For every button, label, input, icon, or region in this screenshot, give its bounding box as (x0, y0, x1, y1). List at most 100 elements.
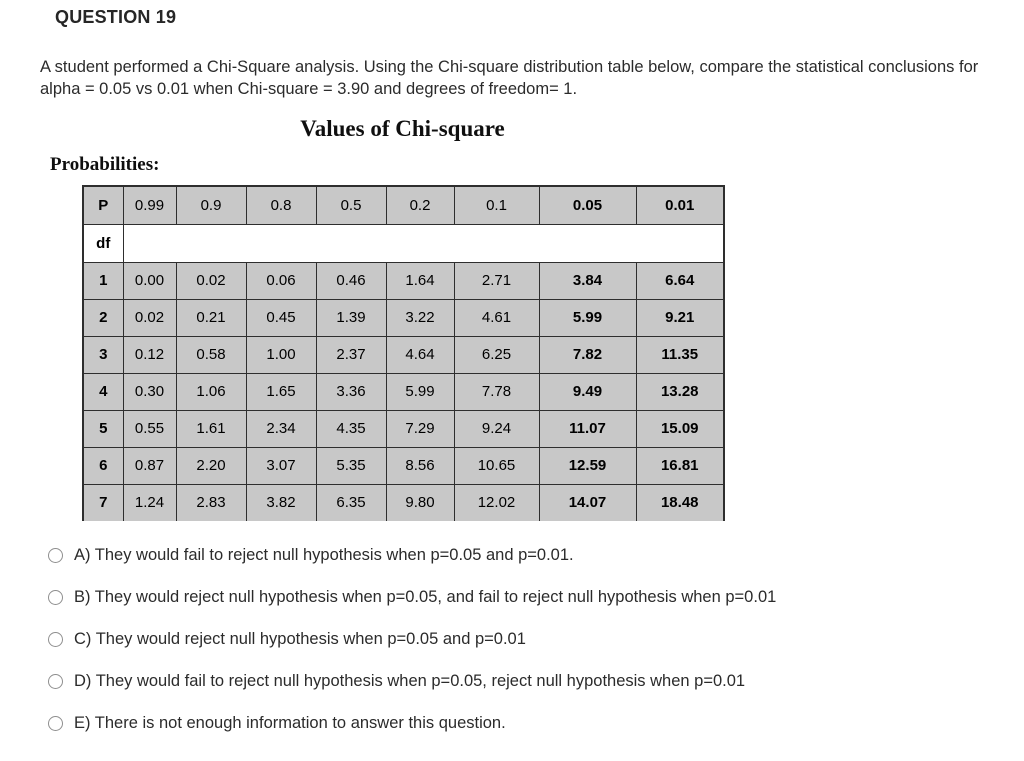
chi-value-cell: 1.39 (315, 298, 387, 337)
question-header: QUESTION 19 (55, 7, 177, 27)
chi-value-cell: 6.25 (453, 335, 540, 374)
option-e-label: E) There is not enough information to an… (74, 713, 506, 732)
answer-option-e: E) There is not enough information to an… (48, 714, 1024, 732)
chi-value-cell: 9.24 (453, 409, 540, 448)
chi-value-cell: 15.09 (635, 409, 725, 448)
df-value-cell: 5 (82, 409, 124, 448)
probability-header-cell: 0.01 (635, 185, 725, 225)
option-a-radio[interactable] (48, 547, 63, 563)
probability-header-cell: 0.9 (175, 185, 247, 225)
chi-value-cell: 12.02 (453, 483, 540, 521)
chi-value-cell: 3.22 (385, 298, 455, 337)
table-row: 4 0.30 1.06 1.65 3.36 5.99 7.78 9.49 13.28 (82, 372, 725, 411)
df-value-cell: 1 (82, 261, 124, 300)
answer-option-d: D) They would fail to reject null hypoth… (48, 672, 1024, 690)
df-empty-cell (122, 223, 725, 263)
chi-value-cell: 1.24 (122, 483, 177, 521)
chi-value-cell: 0.58 (175, 335, 247, 374)
chi-value-cell: 0.12 (122, 335, 177, 374)
probability-header-cell: 0.2 (385, 185, 455, 225)
df-value-cell: 2 (82, 298, 124, 337)
chi-value-cell: 8.56 (385, 446, 455, 485)
chi-value-cell: 0.55 (122, 409, 177, 448)
chi-value-cell: 16.81 (635, 446, 725, 485)
p-header-cell: P (82, 185, 124, 225)
chi-value-cell: 12.59 (538, 446, 637, 485)
chi-value-cell: 3.36 (315, 372, 387, 411)
chi-value-cell: 0.21 (175, 298, 247, 337)
chi-value-cell: 1.61 (175, 409, 247, 448)
table-body: df 1 0.00 0.02 0.06 0.46 1.64 2.71 3.84 6.64 2 0.02… (82, 223, 725, 521)
chi-value-cell: 18.48 (635, 483, 725, 521)
chi-value-cell: 6.35 (315, 483, 387, 521)
chi-value-cell: 0.00 (122, 261, 177, 300)
probability-header-cell: 0.1 (453, 185, 540, 225)
option-d-label: D) They would fail to reject null hypoth… (74, 671, 746, 690)
chi-square-table-wrap: P 0.99 0.9 0.8 0.5 0.2 0.1 0.05 0.01 df 1 0.00 0.02… (82, 185, 725, 521)
df-label-cell: df (82, 223, 124, 263)
chi-value-cell: 2.71 (453, 261, 540, 300)
chi-value-cell: 3.82 (245, 483, 317, 521)
question-text: A student performed a Chi-Square analysi… (40, 58, 979, 98)
chi-value-cell: 10.65 (453, 446, 540, 485)
option-d-radio[interactable] (48, 673, 63, 689)
df-value-cell: 6 (82, 446, 124, 485)
probability-header-cell: 0.5 (315, 185, 387, 225)
chi-value-cell: 13.28 (635, 372, 725, 411)
chi-value-cell: 2.37 (315, 335, 387, 374)
chi-value-cell: 11.35 (635, 335, 725, 374)
df-value-cell: 7 (82, 483, 124, 521)
chi-value-cell: 0.02 (175, 261, 247, 300)
option-b-radio[interactable] (48, 589, 63, 605)
probabilities-label: Probabilities: (50, 154, 160, 175)
df-label-row: df (82, 223, 725, 263)
probability-header-cell: 0.8 (245, 185, 317, 225)
option-a-label: A) They would fail to reject null hypoth… (74, 545, 574, 564)
chi-value-cell: 14.07 (538, 483, 637, 521)
option-c-label: C) They would reject null hypothesis whe… (74, 629, 526, 648)
option-c-radio[interactable] (48, 631, 63, 647)
table-header-row: P 0.99 0.9 0.8 0.5 0.2 0.1 0.05 0.01 (82, 185, 725, 225)
chi-value-cell: 1.65 (245, 372, 317, 411)
chi-value-cell: 9.21 (635, 298, 725, 337)
chi-value-cell: 4.35 (315, 409, 387, 448)
probability-header-cell: 0.99 (122, 185, 177, 225)
chi-value-cell: 0.45 (245, 298, 317, 337)
option-b-label: B) They would reject null hypothesis whe… (74, 587, 777, 606)
chi-value-cell: 1.64 (385, 261, 455, 300)
answer-options: A) They would fail to reject null hypoth… (48, 546, 1024, 732)
chi-value-cell: 1.00 (245, 335, 317, 374)
chi-value-cell: 11.07 (538, 409, 637, 448)
chi-value-cell: 0.30 (122, 372, 177, 411)
chi-value-cell: 6.64 (635, 261, 725, 300)
figure-title: Values of Chi-square (300, 116, 505, 141)
chi-value-cell: 1.06 (175, 372, 247, 411)
chi-value-cell: 0.87 (122, 446, 177, 485)
chi-value-cell: 5.99 (538, 298, 637, 337)
table-row: 3 0.12 0.58 1.00 2.37 4.64 6.25 7.82 11.35 (82, 335, 725, 374)
df-value-cell: 4 (82, 372, 124, 411)
chi-value-cell: 0.06 (245, 261, 317, 300)
df-value-cell: 3 (82, 335, 124, 374)
answer-option-a: A) They would fail to reject null hypoth… (48, 546, 1024, 564)
chi-value-cell: 4.61 (453, 298, 540, 337)
table-row: 5 0.55 1.61 2.34 4.35 7.29 9.24 11.07 15.09 (82, 409, 725, 448)
chi-value-cell: 3.84 (538, 261, 637, 300)
answer-option-b: B) They would reject null hypothesis whe… (48, 588, 1024, 606)
chi-value-cell: 2.20 (175, 446, 247, 485)
chi-square-table: P 0.99 0.9 0.8 0.5 0.2 0.1 0.05 0.01 df 1 0.00 0.02… (82, 185, 725, 521)
chi-value-cell: 7.78 (453, 372, 540, 411)
table-row: 1 0.00 0.02 0.06 0.46 1.64 2.71 3.84 6.64 (82, 261, 725, 300)
chi-value-cell: 5.99 (385, 372, 455, 411)
chi-value-cell: 0.02 (122, 298, 177, 337)
table-row: 6 0.87 2.20 3.07 5.35 8.56 10.65 12.59 16.81 (82, 446, 725, 485)
chi-value-cell: 9.49 (538, 372, 637, 411)
table-row: 2 0.02 0.21 0.45 1.39 3.22 4.61 5.99 9.21 (82, 298, 725, 337)
option-e-radio[interactable] (48, 715, 63, 731)
chi-value-cell: 3.07 (245, 446, 317, 485)
chi-value-cell: 7.82 (538, 335, 637, 374)
answer-option-c: C) They would reject null hypothesis whe… (48, 630, 1024, 648)
chi-value-cell: 2.83 (175, 483, 247, 521)
probability-header-cell: 0.05 (538, 185, 637, 225)
